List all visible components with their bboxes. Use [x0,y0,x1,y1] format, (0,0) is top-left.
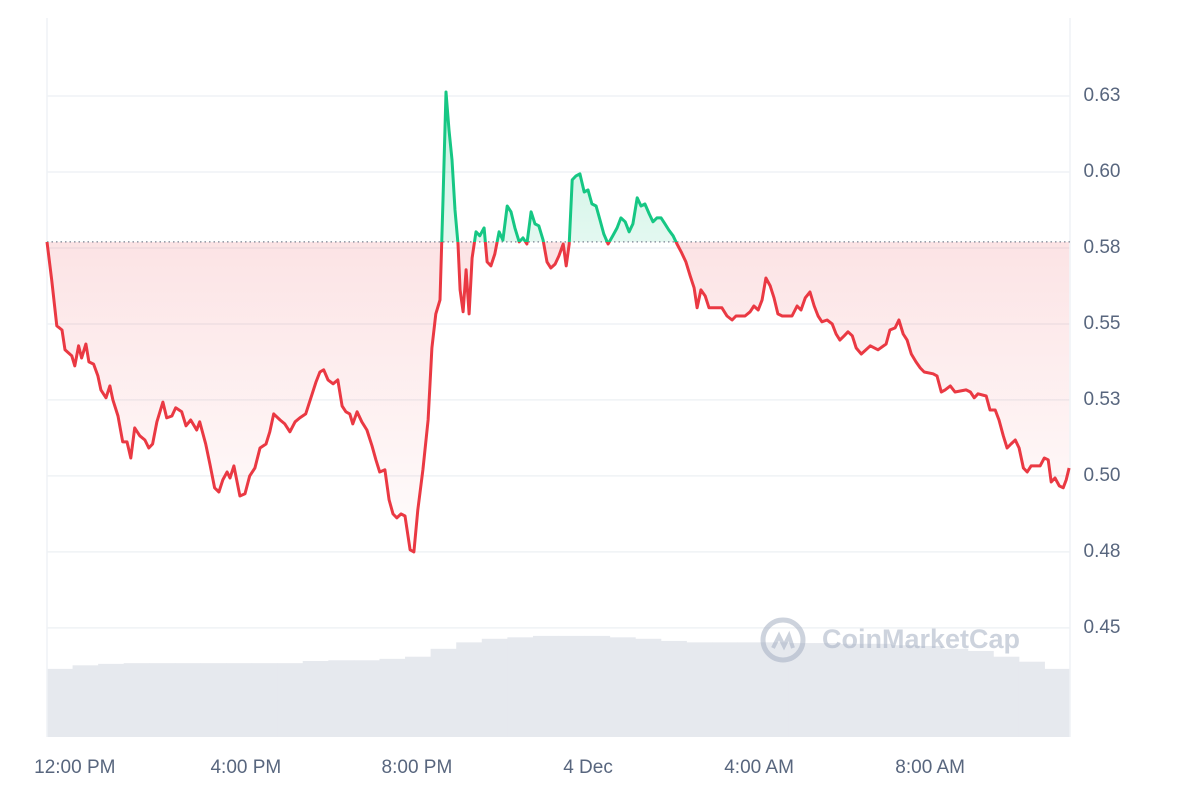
volume-bar [1044,668,1071,737]
price-line [45,90,1071,554]
volume-bar [481,638,508,737]
label-layer: 0.45 0.48 0.50 0.53 0.55 0.58 0.60 0.63 12:00 PM… [34,85,1120,778]
y-tick-label: 0.50 [1084,465,1121,486]
volume-bar [865,643,892,737]
volume-bar [558,635,585,737]
volume-bar [98,663,125,737]
watermark: CoinMarketCap [760,617,1020,663]
x-tick-label: 4:00 AM [724,757,794,778]
volume-bar [1018,661,1045,737]
volume-bar [47,668,74,737]
y-tick-label: 0.53 [1084,389,1121,410]
volume-bar [660,640,687,737]
volume-bar [532,635,559,737]
volume-bar [993,656,1020,737]
volume-bar [149,663,176,737]
y-tick-label: 0.60 [1084,161,1121,182]
volume-bar [967,650,994,737]
volume-bar [277,663,304,737]
price-area [47,92,1070,552]
volume-bar [609,637,636,737]
volume-bar [379,658,406,737]
y-tick-label: 0.48 [1084,541,1121,562]
volume-bar [942,648,969,737]
volume-bar [686,642,713,737]
volume-bar [72,665,99,737]
volume-bar [916,645,943,737]
volume-bar [328,660,355,737]
volume-bar [839,643,866,737]
volume-bar [353,660,380,737]
volume-bar [174,663,201,737]
volume-bar [456,642,483,737]
x-tick-label: 12:00 PM [34,757,115,778]
y-tick-label: 0.63 [1084,85,1121,106]
volume-bar [737,642,764,737]
watermark-logo [760,617,806,663]
x-tick-label: 4:00 PM [210,757,281,778]
x-tick-label: 8:00 PM [382,757,453,778]
volume-bar [302,660,329,737]
volume-bar [890,645,918,737]
x-tick-label: 4 Dec [563,757,613,778]
volume-bar [405,656,432,737]
x-tick-label: 8:00 AM [895,757,965,778]
y-tick-label: 0.58 [1084,237,1121,258]
volume-bar [430,648,457,737]
volume-bar [635,638,662,737]
volume-bar [200,663,227,737]
volume-bar [711,642,739,737]
y-tick-label: 0.45 [1084,617,1121,638]
volume-bar [251,663,278,737]
volume-bar [814,643,841,737]
volume-layer [47,635,1071,737]
volume-bar [226,663,253,737]
watermark-logo-mark [771,630,795,651]
volume-bar [123,663,150,737]
series-layer [45,90,1071,554]
volume-bar [584,635,611,737]
watermark-text: CoinMarketCap [822,624,1020,654]
y-tick-label: 0.55 [1084,313,1121,334]
volume-bar [507,637,534,737]
